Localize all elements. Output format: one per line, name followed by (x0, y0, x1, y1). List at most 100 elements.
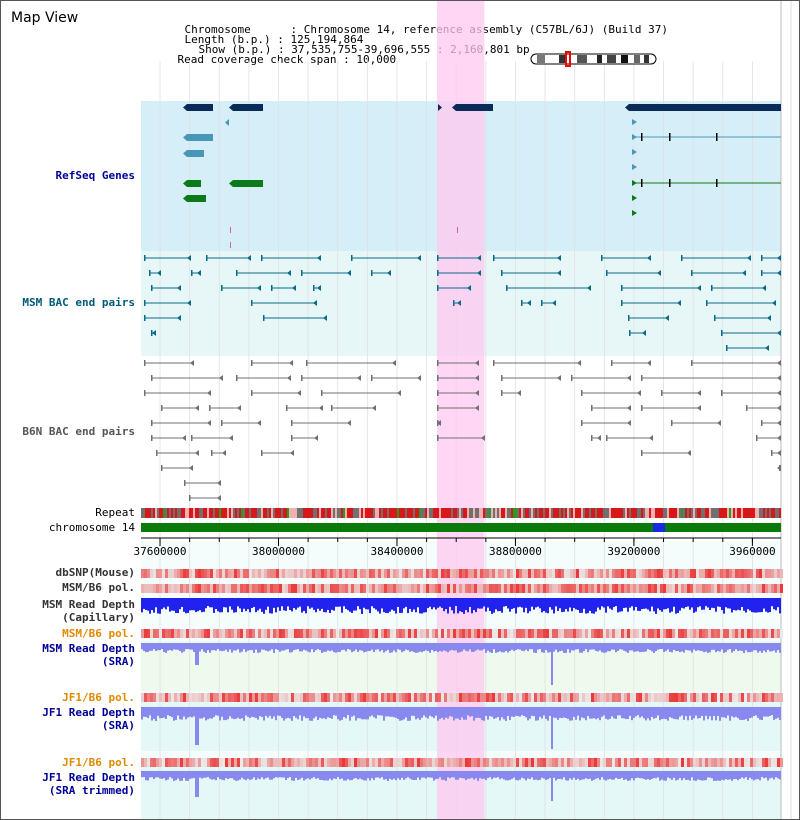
jf1-trim-depth-bar (369, 771, 371, 781)
read-depth-tracks[interactable] (141, 598, 781, 801)
jf1-sra-depth-bar (209, 707, 211, 719)
repeat-element (445, 508, 447, 518)
msm-sra-depth-bar (255, 643, 257, 650)
jf1-pol2-cell (207, 758, 210, 767)
msm-pol-cell (315, 584, 318, 593)
msm-cap-depth-bar (507, 598, 509, 609)
track-label-msm-b6-pol-1[interactable]: MSM/B6 pol. (62, 581, 135, 594)
jf1-trim-depth-bar (275, 771, 277, 778)
track-label-msm-b6-pol-2[interactable]: MSM/B6 pol. (62, 627, 135, 640)
msm-pol-cell (186, 584, 189, 593)
track-label-jf1-depth-trim-1[interactable]: JF1 Read Depth (42, 771, 135, 784)
jf1-pol2-cell (591, 758, 594, 767)
jf1-trim-depth-bar (465, 771, 467, 781)
jf1-trim-depth-bar (545, 771, 547, 780)
gene-block[interactable] (187, 134, 213, 141)
jf1-pol-cell (279, 693, 282, 702)
msm-cap-depth-bar (661, 598, 663, 612)
track-label-jf1-depth-sra-1[interactable]: JF1 Read Depth (42, 706, 135, 719)
msm-sra-depth-bar (281, 643, 283, 651)
jf1-sra-depth-bar (691, 707, 693, 720)
jf1-pol-cell (405, 693, 408, 702)
track-label-chromosome[interactable]: chromosome 14 (48, 521, 135, 534)
repeat-track[interactable] (141, 508, 781, 518)
msm-pol2-cell (459, 629, 462, 638)
msm-pol2-cell (264, 629, 267, 638)
msm-pol2-cell (573, 629, 576, 638)
msm-cap-depth-bar (369, 598, 371, 614)
jf1-pol2-cell (738, 758, 741, 767)
gene-block[interactable] (233, 104, 263, 111)
jf1-trim-depth-bar (625, 771, 627, 780)
track-label-refseq[interactable]: RefSeq Genes (55, 169, 135, 182)
axis-tick-label: 38800000 (489, 545, 542, 558)
jf1-pol-cell (705, 693, 708, 702)
gene-block[interactable] (187, 104, 213, 111)
gene-block[interactable] (233, 180, 263, 187)
msm-pol2-cell (324, 629, 327, 638)
repeat-element (397, 508, 399, 518)
repeat-element (761, 508, 763, 518)
jf1-sra-depth-bar (419, 707, 421, 720)
jf1-pol-cell (681, 693, 684, 702)
track-label-msm-bac[interactable]: MSM BAC end pairs (22, 296, 135, 309)
jf1-sra-depth-bar (359, 707, 361, 719)
chromosome-bar[interactable] (141, 523, 781, 532)
msm-pol2-cell (180, 629, 183, 638)
repeat-element (771, 508, 773, 518)
gene-block-long[interactable] (629, 104, 781, 111)
msm-sra-depth-bar (619, 643, 621, 650)
jf1-trim-depth-bar (305, 771, 307, 780)
repeat-element (173, 508, 175, 518)
track-label-dbsnp[interactable]: dbSNP(Mouse) (55, 566, 135, 579)
b6n-bac-track[interactable] (144, 360, 781, 501)
gene-block[interactable] (456, 104, 493, 111)
jf1-pol-cell (207, 693, 210, 702)
dbsnp-cell (261, 569, 264, 578)
jf1-sra-depth-bar (575, 707, 577, 720)
bac-end (721, 330, 723, 336)
gene-block[interactable] (187, 195, 206, 202)
polymorphism-tracks[interactable] (141, 569, 783, 767)
msm-sra-depth-bar (213, 643, 215, 651)
msm-bac-track[interactable] (144, 255, 781, 351)
jf1-trim-depth-bar (587, 771, 589, 780)
msm-cap-depth-bar (543, 598, 545, 612)
highlight-region[interactable] (436, 1, 485, 819)
refseq-genes-track[interactable] (183, 104, 781, 248)
track-label-msm-depth-sra-1[interactable]: MSM Read Depth (42, 642, 135, 655)
track-label-msm-depth-cap-1[interactable]: MSM Read Depth (42, 598, 135, 611)
jf1-trim-depth-bar (243, 771, 245, 780)
msm-sra-depth-bar (157, 643, 159, 651)
bac-end-arrow (437, 420, 441, 426)
dbsnp-cell (156, 569, 159, 578)
dbsnp-cell (654, 569, 657, 578)
gene-block[interactable] (187, 180, 201, 187)
jf1-sra-depth-bar (533, 707, 535, 717)
track-label-jf1-depth-sra-2: (SRA) (101, 719, 135, 732)
gene-block[interactable] (187, 150, 204, 157)
repeat-element (631, 508, 633, 518)
jf1-sra-depth-bar (757, 707, 759, 718)
jf1-pol-cell (324, 693, 327, 702)
gene-strand-arrow (632, 164, 637, 170)
dbsnp-cell (306, 569, 309, 578)
gene-strand-arrow (183, 134, 187, 141)
track-label-b6n-bac[interactable]: B6N BAC end pairs (22, 425, 135, 438)
jf1-trim-depth-bar (515, 771, 517, 781)
msm-cap-depth-bar (603, 598, 605, 608)
track-label-jf1-b6-pol-1[interactable]: JF1/B6 pol. (62, 691, 135, 704)
jf1-pol2-cell (657, 758, 660, 767)
track-label-repeat[interactable]: Repeat (95, 506, 135, 519)
jf1-trim-depth-bar (189, 771, 191, 779)
msm-pol-cell (498, 584, 501, 593)
bac-end (286, 405, 288, 411)
chromosome-ideogram[interactable] (530, 51, 657, 67)
repeat-element (321, 508, 323, 518)
track-label-jf1-b6-pol-2[interactable]: JF1/B6 pol. (62, 756, 135, 769)
jf1-sra-depth-bar (743, 707, 745, 720)
dbsnp-cell (507, 569, 510, 578)
dbsnp-cell (375, 569, 378, 578)
msm-cap-depth-bar (695, 598, 697, 612)
